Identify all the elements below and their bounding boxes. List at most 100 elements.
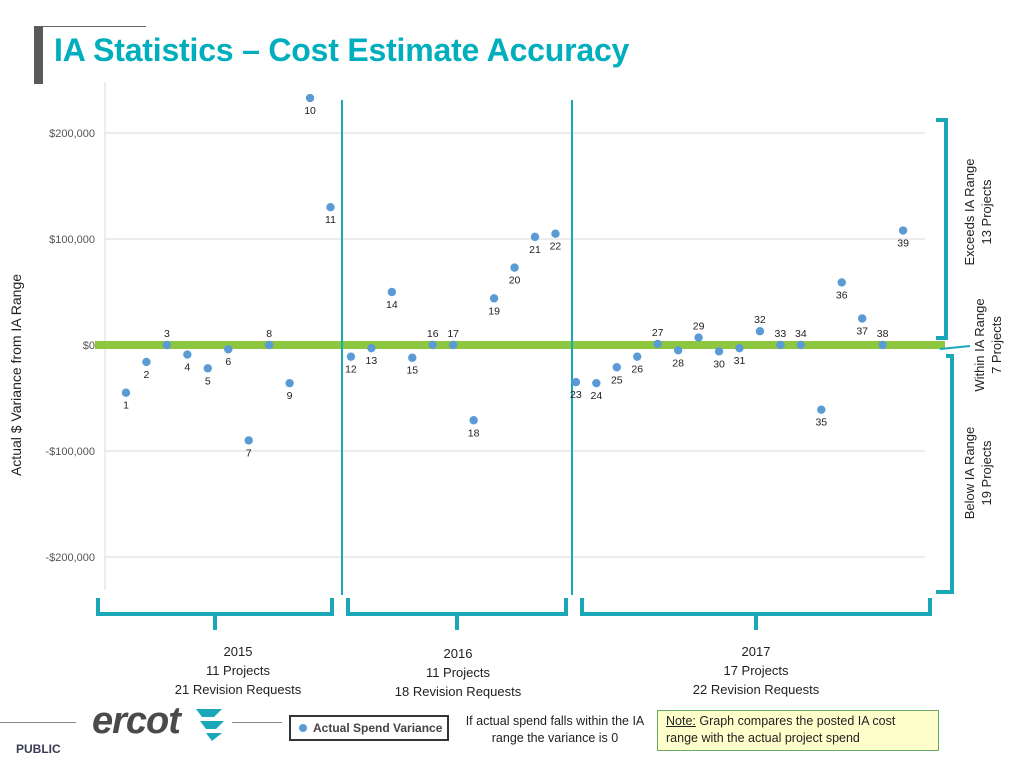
period-bracket [580,598,932,630]
within-range-pointer [939,345,971,350]
y-tick-label: -$200,000 [45,552,95,564]
period-requests: 21 Revision Requests [174,682,302,697]
period-bracket [96,598,334,630]
within-range-band [95,341,945,349]
data-point [858,314,867,323]
footer-rule-right [232,722,282,723]
legend-label: Actual Spend Variance [313,721,443,735]
data-label: 2 [144,369,150,381]
below-range-bracket [936,354,954,594]
data-label: 22 [550,241,562,253]
exceeds-range-count: 13 Projects [979,179,994,245]
data-label: 8 [266,328,272,340]
data-label: 24 [591,390,603,402]
data-label: 17 [447,328,459,340]
within-range-label: Within IA Range 7 Projects [971,298,1005,391]
data-point [714,347,724,356]
data-label: 11 [325,214,336,226]
data-point [489,294,499,303]
data-point [530,232,540,242]
data-label: 7 [246,447,252,459]
period-year: 2016 [443,646,473,661]
chart-legend: Actual Spend Variance [289,715,449,741]
data-label: 28 [672,357,684,369]
data-label: 25 [611,374,623,386]
classification-label: PUBLIC [16,742,61,756]
within-range-count: 7 Projects [989,316,1004,374]
ercot-logo: ercot [92,700,181,742]
exceeds-range-title: Exceeds IA Range [962,158,977,266]
note-label: Note: [666,714,696,728]
data-point [162,340,172,350]
data-label: 20 [509,275,521,287]
page-title: IA Statistics – Cost Estimate Accuracy [54,32,630,68]
data-point [735,343,744,353]
data-label: 33 [775,328,787,340]
data-point [367,343,376,353]
period-bracket [346,598,568,630]
y-tick-label: -$100,000 [45,446,95,458]
period-2015: 2015 11 Projects 21 Revision Requests [175,642,301,699]
data-point [244,436,253,445]
data-point [694,333,703,342]
data-label: 9 [287,390,293,402]
data-point [387,287,397,297]
data-point [264,340,274,350]
data-label: 21 [529,244,541,256]
data-label: 3 [164,328,170,340]
period-year: 2017 [741,644,771,659]
data-label: 37 [856,326,868,338]
data-label: 26 [631,364,643,376]
y-tick-label: $200,000 [49,128,95,140]
data-point [305,93,315,103]
note-text: Graph compares the posted IA cost range … [666,714,896,745]
data-point [796,340,806,350]
data-label: 5 [205,375,211,387]
below-range-label: Below IA Range 19 Projects [961,427,995,520]
legend-marker [299,724,307,732]
data-label: 30 [713,358,725,370]
data-label: 29 [693,321,705,333]
footer-rule-left [0,722,76,723]
data-point [633,352,642,361]
data-point [224,345,233,354]
period-projects: 11 Projects [425,665,491,680]
data-point [408,353,417,362]
data-point [878,340,887,350]
data-point [203,364,212,373]
data-label: 14 [386,299,398,311]
below-range-count: 19 Projects [979,440,994,506]
data-point [469,416,478,425]
data-label: 39 [897,238,909,250]
data-point [183,350,192,359]
y-tick-label: $100,000 [49,234,95,246]
data-label: 16 [427,328,439,340]
data-label: 35 [815,417,827,429]
data-point [776,340,785,350]
data-label: 27 [652,327,664,339]
data-label: 19 [488,305,500,317]
data-label: 31 [734,355,746,367]
data-point [121,388,131,397]
data-point [346,352,356,361]
period-projects: 11 Projects [205,663,271,678]
ercot-logo-icon [196,709,224,741]
data-label: 10 [304,105,316,117]
data-label: 36 [836,289,848,301]
period-projects: 17 Projects [723,663,789,678]
exceeds-range-bracket [936,118,948,340]
y-tick-label: $0 [83,340,95,352]
period-2017: 2017 17 Projects 22 Revision Requests [693,642,819,699]
period-2016: 2016 11 Projects 18 Revision Requests [395,644,521,701]
title-accent-bar [34,26,43,84]
data-point [285,378,294,388]
data-label: 13 [366,355,378,367]
data-point [571,377,581,387]
data-point [449,340,458,350]
below-range-title: Below IA Range [962,426,977,520]
data-point [326,203,335,212]
data-point [755,327,765,336]
variance-note: If actual spend falls within the IA rang… [465,714,645,745]
data-point [592,378,601,388]
